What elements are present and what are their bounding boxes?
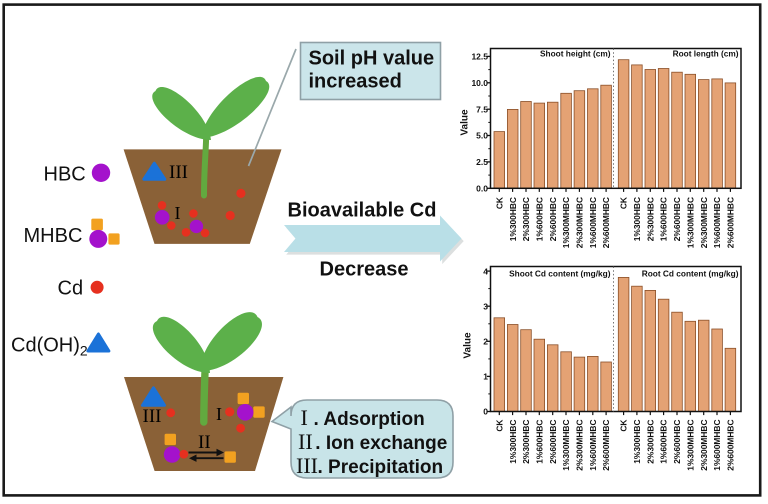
svg-text:1%300HBC: 1%300HBC (632, 420, 642, 464)
svg-text:Cd(OH)2: Cd(OH)2 (11, 334, 88, 358)
svg-text:2%600HBC: 2%600HBC (548, 197, 558, 241)
svg-text:II: II (198, 432, 211, 453)
svg-text:3: 3 (483, 301, 488, 311)
svg-text:CK: CK (619, 197, 629, 209)
svg-text:Decrease: Decrease (320, 259, 409, 281)
svg-text:2%600MHBC: 2%600MHBC (601, 420, 611, 471)
svg-text:Bioavailable Cd: Bioavailable Cd (288, 200, 437, 222)
svg-text:1%600HBC: 1%600HBC (659, 197, 669, 241)
svg-text:12.5: 12.5 (471, 52, 488, 62)
svg-text:CK: CK (494, 420, 504, 432)
svg-text:increased: increased (309, 71, 402, 93)
svg-text:7.5: 7.5 (476, 104, 488, 114)
svg-text:1%600HBC: 1%600HBC (534, 197, 544, 241)
svg-text:1%300MHBC: 1%300MHBC (685, 197, 695, 248)
svg-text:. Precipitation: . Precipitation (318, 457, 444, 478)
svg-text:2%300HBC: 2%300HBC (645, 420, 655, 464)
svg-text:1%300HBC: 1%300HBC (508, 197, 518, 241)
svg-text:2%600HBC: 2%600HBC (548, 420, 558, 464)
svg-text:1%600MHBC: 1%600MHBC (588, 420, 598, 471)
svg-text:1%300HBC: 1%300HBC (632, 197, 642, 241)
svg-text:Root Cd content (mg/kg): Root Cd content (mg/kg) (642, 269, 739, 279)
svg-text:2%300HBC: 2%300HBC (645, 197, 655, 241)
svg-text:II: II (298, 429, 313, 454)
svg-text:1%600MHBC: 1%600MHBC (712, 197, 722, 248)
svg-text:2: 2 (483, 337, 488, 347)
svg-text:1%600HBC: 1%600HBC (659, 420, 669, 464)
svg-text:2%600HBC: 2%600HBC (672, 197, 682, 241)
svg-text:Value: Value (463, 332, 474, 359)
svg-text:III: III (169, 162, 188, 183)
svg-text:10.0: 10.0 (471, 78, 488, 88)
svg-text:1%300MHBC: 1%300MHBC (561, 197, 571, 248)
svg-text:2%600MHBC: 2%600MHBC (601, 197, 611, 248)
svg-text:1%600MHBC: 1%600MHBC (588, 197, 598, 248)
svg-text:III: III (296, 453, 318, 478)
svg-text:2%300HBC: 2%300HBC (521, 197, 531, 241)
svg-text:1%300HBC: 1%300HBC (508, 420, 518, 464)
svg-text:. Ion exchange: . Ion exchange (315, 433, 447, 454)
svg-text:1: 1 (483, 372, 488, 382)
svg-text:CK: CK (494, 197, 504, 209)
svg-text:2%300MHBC: 2%300MHBC (699, 420, 709, 471)
svg-text:Value: Value (460, 109, 471, 136)
svg-text:2.5: 2.5 (476, 157, 488, 167)
svg-text:5.0: 5.0 (476, 131, 488, 141)
svg-text:1%300MHBC: 1%300MHBC (685, 420, 695, 471)
svg-text:CK: CK (619, 420, 629, 432)
svg-text:I: I (175, 203, 181, 223)
svg-text:Shoot height (cm): Shoot height (cm) (540, 49, 611, 59)
svg-text:1%600MHBC: 1%600MHBC (712, 420, 722, 471)
svg-text:1%600HBC: 1%600HBC (534, 420, 544, 464)
svg-text:III: III (143, 406, 162, 427)
svg-text:Soil pH value: Soil pH value (309, 47, 435, 69)
svg-text:Shoot Cd content (mg/kg): Shoot Cd content (mg/kg) (509, 269, 611, 279)
svg-text:. Adsorption: . Adsorption (314, 409, 425, 430)
svg-text:2%600MHBC: 2%600MHBC (726, 197, 736, 248)
svg-text:4: 4 (483, 266, 488, 276)
svg-text:2%300MHBC: 2%300MHBC (575, 420, 585, 471)
svg-text:HBC: HBC (44, 163, 86, 185)
svg-text:0.0: 0.0 (476, 184, 488, 194)
svg-text:0: 0 (483, 407, 488, 417)
svg-text:2%300MHBC: 2%300MHBC (575, 197, 585, 248)
svg-text:2%600MHBC: 2%600MHBC (726, 420, 736, 471)
svg-text:Root length (cm): Root length (cm) (673, 49, 739, 59)
svg-text:2%300HBC: 2%300HBC (521, 420, 531, 464)
svg-text:2%300MHBC: 2%300MHBC (699, 197, 709, 248)
svg-text:MHBC: MHBC (24, 225, 83, 247)
svg-text:2%600HBC: 2%600HBC (672, 420, 682, 464)
svg-text:I: I (301, 405, 308, 430)
svg-text:I: I (216, 404, 222, 424)
svg-text:1%300MHBC: 1%300MHBC (561, 420, 571, 471)
svg-text:Cd: Cd (58, 278, 84, 300)
